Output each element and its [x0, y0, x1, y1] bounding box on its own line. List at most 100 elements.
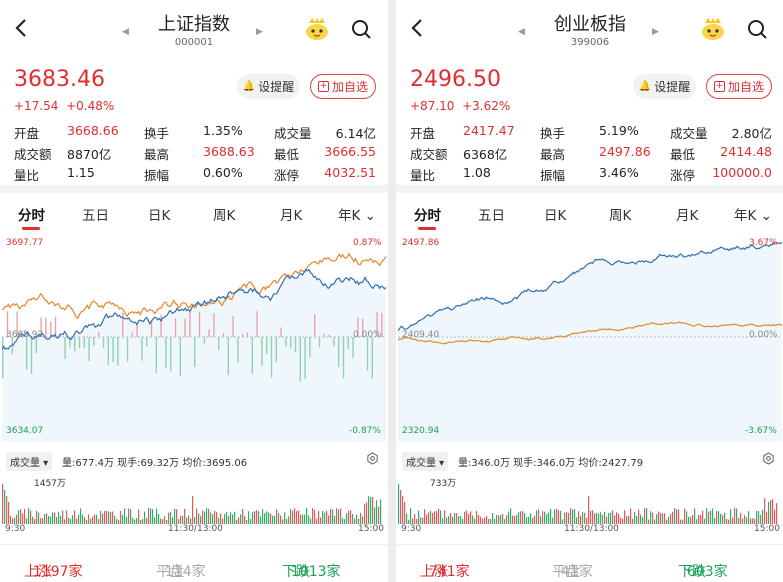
- tab-intraday[interactable]: 分时: [18, 208, 45, 224]
- volume-bar: [38, 512, 40, 524]
- tab-weekly-k[interactable]: 周K: [609, 208, 632, 224]
- volume-bar: [202, 510, 204, 524]
- volume-bar: [412, 518, 414, 524]
- volume-bar: [122, 514, 124, 524]
- search-icon[interactable]: [746, 18, 768, 40]
- volume-bar: [40, 518, 42, 524]
- tab-yearly-k[interactable]: 年K ⌄: [338, 208, 376, 224]
- volume-bar: [196, 508, 198, 524]
- stat-label: 成交额: [14, 147, 52, 162]
- volume-bar: [598, 513, 600, 524]
- set-alert-button[interactable]: 🔔 设提醒: [633, 74, 696, 99]
- breadth-bar: [314, 314, 316, 337]
- volume-bar: [700, 514, 702, 524]
- axis-label: 0.87%: [353, 238, 382, 248]
- volume-bar: [550, 508, 552, 524]
- set-alert-button[interactable]: 🔔 设提醒: [237, 74, 300, 99]
- volume-bar: [682, 519, 684, 524]
- axis-label: 0.00%: [353, 330, 382, 340]
- mascot-icon[interactable]: [700, 16, 726, 42]
- volume-bar: [66, 510, 68, 524]
- volume-bar: [732, 517, 734, 524]
- breadth-bar: [189, 311, 191, 337]
- breadth-bar: [30, 337, 33, 374]
- volume-bar: [710, 510, 712, 524]
- volume-bar: [534, 515, 536, 524]
- volume-info: 量:677.4万 现手:69.32万 均价:3695.06: [62, 458, 248, 469]
- volume-bar: [494, 518, 496, 524]
- tab-five-day[interactable]: 五日: [82, 208, 109, 224]
- volume-bar: [430, 510, 432, 524]
- volume-bar: [502, 513, 504, 524]
- next-index-icon[interactable]: ▶: [256, 27, 263, 37]
- volume-bar: [758, 511, 760, 524]
- mascot-icon[interactable]: [304, 16, 330, 42]
- tab-intraday[interactable]: 分时: [414, 208, 441, 224]
- volume-bar: [728, 519, 730, 524]
- add-watchlist-button[interactable]: + 加自选: [706, 74, 772, 99]
- tab-daily-k[interactable]: 日K: [544, 208, 567, 224]
- tab-five-day[interactable]: 五日: [478, 208, 505, 224]
- stat-label: 开盘: [410, 126, 436, 141]
- volume-header: 成交量 ▾ 量:677.4万 现手:69.32万 均价:3695.06: [0, 450, 388, 471]
- volume-bar: [230, 512, 232, 524]
- settings-icon[interactable]: [366, 452, 379, 465]
- quote-stats: 开盘 2417.47 换手 5.19% 成交量 2.80亿 成交额 6368亿 最高 2497.8…: [410, 121, 772, 184]
- breadth-bar: [26, 337, 28, 370]
- volume-bar: [112, 511, 114, 524]
- volume-bar: [80, 508, 82, 524]
- breadth-bar: [366, 337, 369, 371]
- stats-row: 成交额 6368亿 最高 2497.86 最低 2414.48: [410, 142, 772, 163]
- volume-bar: [322, 510, 324, 524]
- volume-bar: [356, 514, 358, 524]
- volume-select[interactable]: 成交量 ▾: [6, 452, 53, 471]
- intraday-chart[interactable]: 2497.86 2409.40 2320.94 3.67% 0.00% -3.67%: [396, 232, 783, 442]
- volume-bar: [606, 516, 608, 524]
- tab-monthly-k[interactable]: 月K: [676, 208, 699, 224]
- volume-bar: [250, 518, 252, 524]
- breadth-bar: [117, 337, 119, 366]
- breadth-bar: [54, 316, 57, 337]
- stat-label: 涨停: [274, 168, 300, 183]
- tab-yearly-k[interactable]: 年K ⌄: [734, 208, 772, 224]
- settings-icon[interactable]: [762, 452, 775, 465]
- intraday-chart[interactable]: 3697.77 3665.92 3634.07 0.87% 0.00% -0.87%: [0, 232, 388, 442]
- volume-bar: [640, 514, 642, 524]
- next-index-icon[interactable]: ▶: [652, 27, 659, 37]
- volume-bar: [610, 512, 612, 524]
- prev-index-icon[interactable]: ◀: [122, 27, 129, 37]
- breadth-bar: [40, 317, 42, 337]
- volume-bar: [102, 513, 104, 524]
- tab-monthly-k[interactable]: 月K: [280, 208, 303, 224]
- volume-bar: [94, 514, 96, 524]
- tab-weekly-k[interactable]: 周K: [213, 208, 236, 224]
- add-watchlist-button[interactable]: + 加自选: [310, 74, 376, 99]
- breadth-bar: [98, 331, 100, 337]
- unchanged: 平盘 41家: [552, 564, 593, 580]
- volume-bar: [194, 517, 196, 524]
- volume-bar: [634, 511, 636, 524]
- volume-bar: [612, 510, 614, 524]
- volume-bar: [362, 516, 364, 524]
- volume-bar: [132, 517, 134, 524]
- volume-bar: [108, 511, 110, 524]
- volume-bar: [660, 512, 662, 524]
- volume-bar: [30, 510, 32, 524]
- volume-bar: [172, 517, 174, 524]
- volume-select[interactable]: 成交量 ▾: [402, 452, 449, 471]
- tab-daily-k[interactable]: 日K: [148, 208, 171, 224]
- volume-bar: [720, 513, 722, 524]
- header: ◀ ▶ 上证指数 000001: [0, 0, 388, 62]
- search-icon[interactable]: [350, 18, 372, 40]
- volume-bar: [530, 513, 532, 524]
- prev-index-icon[interactable]: ◀: [518, 27, 525, 37]
- back-arrow-icon[interactable]: [10, 16, 34, 40]
- back-arrow-icon[interactable]: [406, 16, 430, 40]
- axis-label: 3665.92: [6, 330, 44, 340]
- breadth-bar: [299, 337, 301, 382]
- volume-bar: [470, 511, 472, 524]
- volume-bar: [538, 509, 540, 524]
- volume-bar: [698, 514, 700, 524]
- volume-bar: [326, 510, 328, 524]
- price-line: [398, 241, 782, 332]
